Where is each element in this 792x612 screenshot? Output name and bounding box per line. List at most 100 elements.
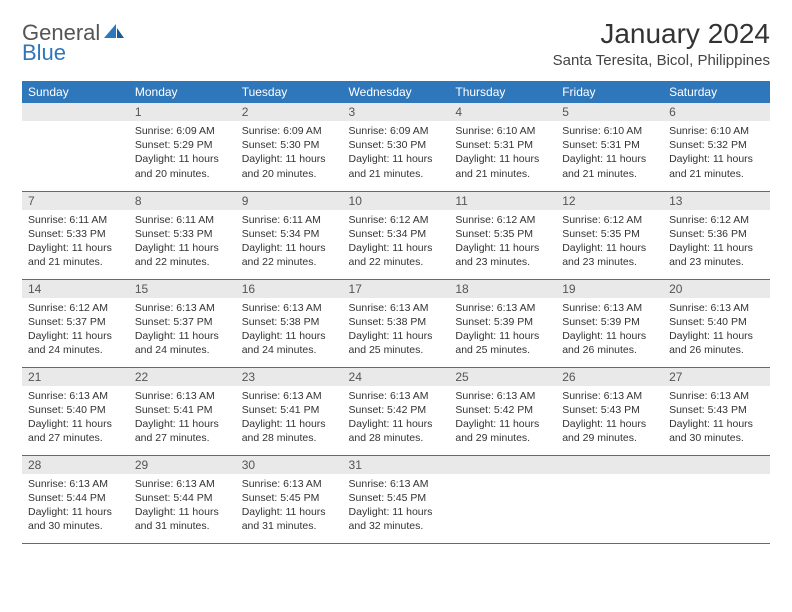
sunrise-line: Sunrise: 6:10 AM xyxy=(669,124,764,138)
sunset-line: Sunset: 5:36 PM xyxy=(669,227,764,241)
calendar-cell: 3Sunrise: 6:09 AMSunset: 5:30 PMDaylight… xyxy=(343,103,450,191)
sunset-line: Sunset: 5:39 PM xyxy=(562,315,657,329)
daylight-line: Daylight: 11 hours and 31 minutes. xyxy=(242,505,337,533)
title-block: January 2024 Santa Teresita, Bicol, Phil… xyxy=(553,18,770,69)
brand-text: General Blue xyxy=(22,22,126,63)
sunset-line: Sunset: 5:31 PM xyxy=(455,138,550,152)
sunrise-line: Sunrise: 6:12 AM xyxy=(349,213,444,227)
calendar-cell: 13Sunrise: 6:12 AMSunset: 5:36 PMDayligh… xyxy=(663,191,770,279)
sunrise-line: Sunrise: 6:13 AM xyxy=(669,389,764,403)
sunrise-line: Sunrise: 6:12 AM xyxy=(562,213,657,227)
day-number: 21 xyxy=(22,368,129,386)
calendar-cell: 30Sunrise: 6:13 AMSunset: 5:45 PMDayligh… xyxy=(236,455,343,543)
day-number: 31 xyxy=(343,456,450,474)
day-number: 22 xyxy=(129,368,236,386)
sunrise-line: Sunrise: 6:13 AM xyxy=(349,301,444,315)
sunrise-line: Sunrise: 6:13 AM xyxy=(242,389,337,403)
brand-logo: General Blue xyxy=(22,18,126,63)
weekday-header: Tuesday xyxy=(236,81,343,103)
sunset-line: Sunset: 5:30 PM xyxy=(242,138,337,152)
sunrise-line: Sunrise: 6:13 AM xyxy=(242,301,337,315)
calendar-cell: 15Sunrise: 6:13 AMSunset: 5:37 PMDayligh… xyxy=(129,279,236,367)
sunset-line: Sunset: 5:44 PM xyxy=(28,491,123,505)
daylight-line: Daylight: 11 hours and 22 minutes. xyxy=(242,241,337,269)
daylight-line: Daylight: 11 hours and 24 minutes. xyxy=(242,329,337,357)
sunrise-line: Sunrise: 6:09 AM xyxy=(242,124,337,138)
daylight-line: Daylight: 11 hours and 23 minutes. xyxy=(455,241,550,269)
day-details: Sunrise: 6:13 AMSunset: 5:43 PMDaylight:… xyxy=(556,386,663,449)
calendar-table: Sunday Monday Tuesday Wednesday Thursday… xyxy=(22,81,770,544)
day-number-empty xyxy=(22,103,129,121)
sunrise-line: Sunrise: 6:12 AM xyxy=(455,213,550,227)
calendar-cell xyxy=(556,455,663,543)
page-header: General Blue January 2024 Santa Teresita… xyxy=(22,18,770,69)
calendar-cell: 6Sunrise: 6:10 AMSunset: 5:32 PMDaylight… xyxy=(663,103,770,191)
sunset-line: Sunset: 5:33 PM xyxy=(28,227,123,241)
sunrise-line: Sunrise: 6:09 AM xyxy=(349,124,444,138)
day-number-empty xyxy=(663,456,770,474)
daylight-line: Daylight: 11 hours and 21 minutes. xyxy=(28,241,123,269)
brand-line2: Blue xyxy=(22,40,66,65)
calendar-cell: 25Sunrise: 6:13 AMSunset: 5:42 PMDayligh… xyxy=(449,367,556,455)
calendar-cell: 9Sunrise: 6:11 AMSunset: 5:34 PMDaylight… xyxy=(236,191,343,279)
day-number: 16 xyxy=(236,280,343,298)
day-details: Sunrise: 6:13 AMSunset: 5:45 PMDaylight:… xyxy=(343,474,450,537)
weekday-header: Saturday xyxy=(663,81,770,103)
day-details: Sunrise: 6:11 AMSunset: 5:34 PMDaylight:… xyxy=(236,210,343,273)
day-number: 12 xyxy=(556,192,663,210)
day-details: Sunrise: 6:13 AMSunset: 5:39 PMDaylight:… xyxy=(449,298,556,361)
day-number: 30 xyxy=(236,456,343,474)
calendar-cell xyxy=(663,455,770,543)
day-details: Sunrise: 6:13 AMSunset: 5:39 PMDaylight:… xyxy=(556,298,663,361)
day-number: 10 xyxy=(343,192,450,210)
calendar-cell xyxy=(449,455,556,543)
sunrise-line: Sunrise: 6:10 AM xyxy=(455,124,550,138)
daylight-line: Daylight: 11 hours and 27 minutes. xyxy=(28,417,123,445)
sunset-line: Sunset: 5:30 PM xyxy=(349,138,444,152)
day-number: 13 xyxy=(663,192,770,210)
sunset-line: Sunset: 5:41 PM xyxy=(135,403,230,417)
day-details: Sunrise: 6:13 AMSunset: 5:43 PMDaylight:… xyxy=(663,386,770,449)
daylight-line: Daylight: 11 hours and 28 minutes. xyxy=(349,417,444,445)
daylight-line: Daylight: 11 hours and 23 minutes. xyxy=(669,241,764,269)
sunset-line: Sunset: 5:42 PM xyxy=(455,403,550,417)
sunset-line: Sunset: 5:39 PM xyxy=(455,315,550,329)
day-number: 17 xyxy=(343,280,450,298)
sunrise-line: Sunrise: 6:12 AM xyxy=(669,213,764,227)
calendar-cell: 12Sunrise: 6:12 AMSunset: 5:35 PMDayligh… xyxy=(556,191,663,279)
day-details: Sunrise: 6:10 AMSunset: 5:31 PMDaylight:… xyxy=(449,121,556,184)
day-number: 19 xyxy=(556,280,663,298)
calendar-cell: 18Sunrise: 6:13 AMSunset: 5:39 PMDayligh… xyxy=(449,279,556,367)
day-number: 23 xyxy=(236,368,343,386)
calendar-cell: 5Sunrise: 6:10 AMSunset: 5:31 PMDaylight… xyxy=(556,103,663,191)
calendar-cell: 11Sunrise: 6:12 AMSunset: 5:35 PMDayligh… xyxy=(449,191,556,279)
weekday-header-row: Sunday Monday Tuesday Wednesday Thursday… xyxy=(22,81,770,103)
sunset-line: Sunset: 5:29 PM xyxy=(135,138,230,152)
day-details: Sunrise: 6:12 AMSunset: 5:36 PMDaylight:… xyxy=(663,210,770,273)
day-number: 24 xyxy=(343,368,450,386)
day-details: Sunrise: 6:09 AMSunset: 5:30 PMDaylight:… xyxy=(236,121,343,184)
daylight-line: Daylight: 11 hours and 20 minutes. xyxy=(242,152,337,180)
daylight-line: Daylight: 11 hours and 24 minutes. xyxy=(28,329,123,357)
daylight-line: Daylight: 11 hours and 23 minutes. xyxy=(562,241,657,269)
calendar-cell: 4Sunrise: 6:10 AMSunset: 5:31 PMDaylight… xyxy=(449,103,556,191)
calendar-cell: 8Sunrise: 6:11 AMSunset: 5:33 PMDaylight… xyxy=(129,191,236,279)
day-details: Sunrise: 6:13 AMSunset: 5:44 PMDaylight:… xyxy=(129,474,236,537)
daylight-line: Daylight: 11 hours and 27 minutes. xyxy=(135,417,230,445)
sunrise-line: Sunrise: 6:13 AM xyxy=(349,477,444,491)
day-number: 15 xyxy=(129,280,236,298)
sunrise-line: Sunrise: 6:11 AM xyxy=(242,213,337,227)
location-subtitle: Santa Teresita, Bicol, Philippines xyxy=(553,52,770,69)
calendar-cell xyxy=(22,103,129,191)
calendar-body: 1Sunrise: 6:09 AMSunset: 5:29 PMDaylight… xyxy=(22,103,770,543)
sunset-line: Sunset: 5:31 PM xyxy=(562,138,657,152)
sunset-line: Sunset: 5:34 PM xyxy=(349,227,444,241)
day-number: 2 xyxy=(236,103,343,121)
day-number: 6 xyxy=(663,103,770,121)
calendar-cell: 31Sunrise: 6:13 AMSunset: 5:45 PMDayligh… xyxy=(343,455,450,543)
sunrise-line: Sunrise: 6:09 AM xyxy=(135,124,230,138)
sunset-line: Sunset: 5:40 PM xyxy=(28,403,123,417)
day-details: Sunrise: 6:13 AMSunset: 5:44 PMDaylight:… xyxy=(22,474,129,537)
day-details: Sunrise: 6:13 AMSunset: 5:40 PMDaylight:… xyxy=(22,386,129,449)
daylight-line: Daylight: 11 hours and 28 minutes. xyxy=(242,417,337,445)
